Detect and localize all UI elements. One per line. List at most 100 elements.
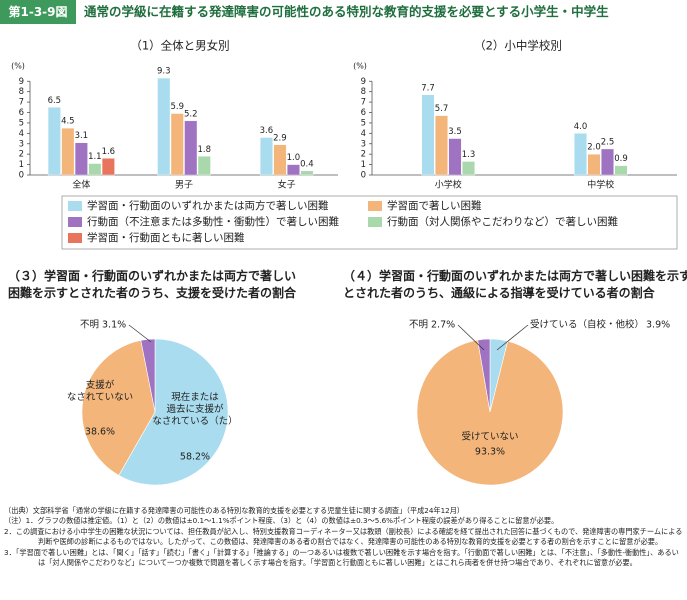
x-tick-label: 男子 bbox=[175, 180, 193, 191]
y-tick-label: 8 bbox=[19, 87, 24, 97]
notes: （出典）文部科学省「通常の学級に在籍する発達障害の可能性のある特別な教育的支援を… bbox=[4, 506, 683, 568]
y-tick-label: 4 bbox=[361, 129, 366, 139]
leader-line bbox=[496, 324, 529, 351]
y-tick-label: 0 bbox=[19, 171, 24, 181]
bar bbox=[614, 165, 628, 176]
pie-slice bbox=[477, 338, 491, 413]
data-label: 2.5 bbox=[601, 137, 615, 147]
y-tick-label: 1 bbox=[19, 160, 24, 170]
data-label: 1.8 bbox=[197, 145, 211, 155]
badge: 第1-3-9図 bbox=[8, 4, 67, 19]
bar bbox=[88, 163, 102, 176]
figure-title: 通常の学級に在籍する発達障害の可能性のある特別な教育的支援を必要とする小学生・中… bbox=[84, 4, 609, 19]
data-label: 1.3 bbox=[462, 150, 476, 160]
bar bbox=[61, 127, 75, 176]
y-tick-label: 0 bbox=[361, 171, 366, 181]
legend-label: 学習面・行動面のいずれかまたは両方で著しい困難 bbox=[87, 199, 329, 212]
y-tick-label: 7 bbox=[19, 98, 24, 108]
data-label: 5.2 bbox=[184, 109, 198, 119]
bar bbox=[286, 164, 300, 176]
data-label: 3.5 bbox=[448, 127, 462, 137]
y-tick-label: 2 bbox=[361, 150, 366, 160]
legend-label: 学習面・行動面ともに著しい困難 bbox=[87, 231, 245, 244]
slice-label: 受けている（自校・他校） bbox=[530, 319, 644, 331]
data-label: 7.7 bbox=[421, 83, 435, 93]
legend-swatch bbox=[68, 233, 82, 243]
slice-label: 支援がなされていない bbox=[67, 379, 133, 403]
y-tick-label: 3 bbox=[19, 139, 24, 149]
bar bbox=[197, 156, 211, 176]
legend-swatch bbox=[68, 217, 82, 227]
leader-line bbox=[128, 324, 152, 343]
bar bbox=[101, 158, 115, 176]
y-axis-label: (%) bbox=[353, 62, 367, 71]
data-label: 5.7 bbox=[435, 104, 449, 114]
leader-line bbox=[457, 324, 485, 351]
bar bbox=[157, 77, 171, 176]
legend-label: 行動面（不注意または多動性・衝動性）で著しい困難 bbox=[87, 215, 339, 228]
x-tick-label: 中学校 bbox=[587, 179, 614, 191]
x-tick-label: 全体 bbox=[72, 179, 90, 191]
data-label: 0.9 bbox=[614, 154, 628, 164]
legend-box bbox=[61, 195, 678, 250]
bar bbox=[448, 138, 462, 176]
legend-label: 学習面で著しい困難 bbox=[387, 199, 482, 212]
slice-value: 93.3% bbox=[475, 447, 505, 458]
legend-swatch bbox=[368, 201, 382, 211]
chart-title: （1）全体と男女別 bbox=[130, 39, 229, 53]
data-label: 5.9 bbox=[170, 102, 184, 112]
y-tick-label: 5 bbox=[361, 118, 366, 128]
slice-value: 3.9% bbox=[646, 320, 670, 331]
x-tick-label: 小学校 bbox=[435, 179, 462, 191]
bar bbox=[184, 120, 198, 176]
legend-label: 行動面（対人関係やこだわりなど）で著しい困難 bbox=[387, 215, 618, 228]
y-tick-label: 6 bbox=[19, 108, 24, 118]
slice-label: 現在または過去に支援がなされている（た） bbox=[152, 391, 237, 427]
y-tick-label: 3 bbox=[361, 139, 366, 149]
slice-label: 受けていない bbox=[461, 431, 518, 443]
y-tick-label: 2 bbox=[19, 150, 24, 160]
bar bbox=[47, 107, 61, 176]
y-tick-label: 1 bbox=[361, 160, 366, 170]
x-tick-label: 女子 bbox=[278, 179, 296, 191]
slice-value: 2.7% bbox=[431, 320, 455, 331]
data-label: 4.0 bbox=[574, 122, 588, 132]
pie-slice bbox=[81, 340, 156, 476]
bar bbox=[421, 94, 435, 176]
note: （注）1．グラフの数値は推定値。（1）と（2）の数値は±0.1～1.1%ポイント… bbox=[4, 516, 559, 526]
y-tick-label: 9 bbox=[361, 77, 366, 87]
data-label: 1.0 bbox=[287, 153, 301, 163]
y-tick-label: 9 bbox=[19, 77, 24, 87]
legend-swatch bbox=[68, 201, 82, 211]
data-label: 2.0 bbox=[587, 143, 601, 153]
bar bbox=[587, 153, 601, 176]
y-tick-label: 8 bbox=[361, 87, 366, 97]
bar bbox=[273, 144, 287, 176]
bar bbox=[601, 148, 614, 176]
bar bbox=[462, 161, 475, 176]
y-axis-label: (%) bbox=[11, 62, 25, 71]
bar bbox=[574, 133, 587, 176]
pie-slice bbox=[416, 339, 564, 486]
note: （出典）文部科学省「通常の学級に在籍する発達障害の可能性のある特別な教育的支援を… bbox=[4, 506, 465, 515]
y-tick-label: 7 bbox=[361, 98, 366, 108]
slice-label: 不明 bbox=[409, 320, 428, 331]
data-label: 0.4 bbox=[300, 159, 314, 169]
data-label: 2.9 bbox=[273, 133, 287, 143]
data-label: 6.5 bbox=[48, 96, 62, 106]
pie-slice bbox=[118, 338, 229, 486]
chart-title: （2）小中学校別 bbox=[474, 39, 562, 53]
chart-title: （３）学習面・行動面のいずれかまたは両方で著しい困難を示すとされた者のうち、支援… bbox=[8, 268, 297, 300]
data-label: 1.1 bbox=[88, 152, 102, 162]
y-tick-label: 5 bbox=[19, 118, 24, 128]
slice-value: 38.6% bbox=[85, 427, 115, 438]
data-label: 3.6 bbox=[260, 126, 274, 136]
data-label: 9.3 bbox=[157, 67, 171, 77]
note: 2．この調査における小中学生の困難な状況については、担任教員が記入し、特別支援教… bbox=[4, 526, 683, 547]
badge-bg bbox=[0, 0, 76, 24]
y-tick-label: 6 bbox=[361, 108, 366, 118]
slice-value: 3.1% bbox=[102, 320, 126, 331]
data-label: 3.1 bbox=[75, 131, 89, 141]
slice-label: 不明 bbox=[80, 320, 99, 331]
